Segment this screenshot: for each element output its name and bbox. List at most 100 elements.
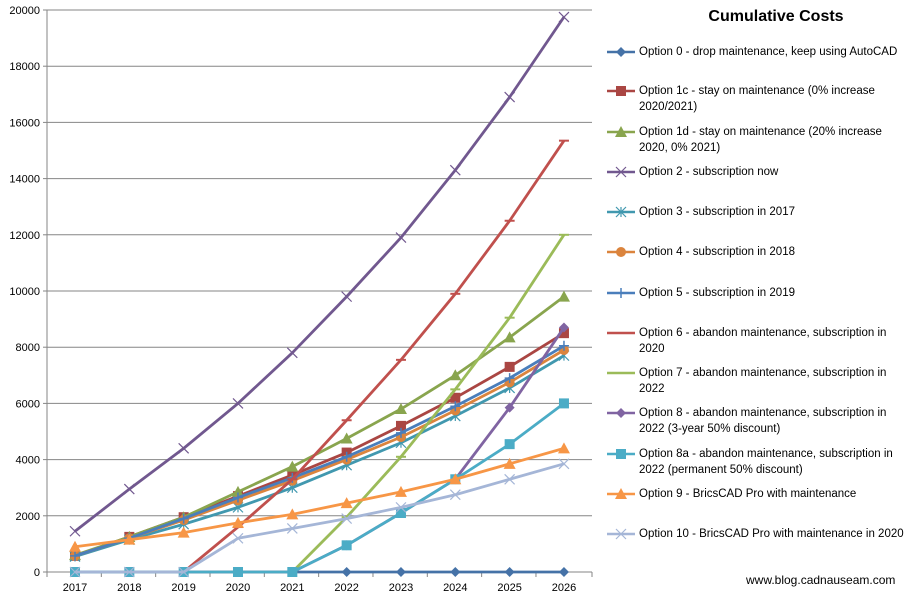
legend-key-marker	[616, 449, 626, 459]
legend-item: Option 1c - stay on maintenance (0% incr…	[605, 84, 915, 115]
series-12	[69, 458, 570, 578]
data-point	[558, 322, 569, 333]
legend-key-marker	[615, 488, 627, 499]
data-point	[504, 567, 515, 577]
chart-plot: 0 2000 4000 6000 8000 10000 12000 14000 16000 180…	[9, 5, 593, 594]
data-point	[232, 492, 243, 503]
legend-key	[607, 528, 635, 540]
legend-key	[607, 331, 635, 335]
legend-label: Option 1c - stay on maintenance (0% incr…	[639, 85, 875, 113]
x-tick-label: 2025	[497, 582, 521, 594]
legend-key	[607, 449, 635, 459]
legend-key	[607, 247, 635, 257]
data-point	[69, 525, 81, 537]
y-tick-label: 8000	[16, 342, 40, 354]
data-point	[286, 347, 298, 359]
series-line	[75, 139, 566, 574]
legend-key-marker	[615, 126, 627, 137]
legend-key	[607, 488, 635, 499]
data-point	[341, 513, 353, 525]
legend-key	[607, 126, 635, 137]
legend-item: Option 10 - BricsCAD Pro with maintenanc…	[605, 527, 915, 542]
y-tick-label: 4000	[16, 455, 40, 467]
data-point	[450, 392, 461, 403]
data-point	[503, 457, 516, 469]
legend-key	[607, 206, 635, 218]
data-point	[70, 550, 80, 561]
legend-key-marker	[616, 288, 626, 298]
legend-label: Option 9 - BricsCAD Pro with maintenance	[639, 488, 857, 500]
legend-item: Option 0 - drop maintenance, keep using …	[605, 45, 915, 60]
data-point	[231, 485, 244, 497]
data-point	[395, 232, 407, 244]
x-tick-label: 2023	[389, 582, 413, 594]
x-tick-label: 2018	[117, 582, 141, 594]
legend-item: Option 4 - subscription in 2018	[605, 245, 915, 260]
legend-item: Option 6 - abandon maintenance, subscrip…	[605, 326, 915, 357]
legend-label: Option 8 - abandon maintenance, subscrip…	[639, 407, 887, 435]
data-point	[503, 331, 516, 343]
legend-item: Option 8 - abandon maintenance, subscrip…	[605, 406, 915, 437]
legend-item: Option 5 - subscription in 2019	[605, 286, 915, 301]
data-point	[232, 567, 243, 577]
data-point	[557, 290, 570, 302]
legend-key-marker	[615, 528, 627, 540]
data-point	[449, 164, 461, 176]
legend-item: Option 9 - BricsCAD Pro with maintenance	[605, 487, 915, 502]
chart-title: Cumulative Costs	[708, 8, 844, 25]
y-tick-label: 20000	[9, 5, 40, 17]
data-point	[557, 442, 570, 454]
legend-key-marker	[615, 166, 627, 178]
y-tick-label: 14000	[9, 174, 40, 186]
series-3	[69, 11, 570, 537]
legend-label: Option 2 - subscription now	[639, 166, 779, 178]
data-point	[286, 460, 299, 472]
data-point	[395, 420, 406, 431]
legend-key	[607, 408, 635, 418]
legend-label: Option 1d - stay on maintenance (20% inc…	[639, 126, 882, 154]
data-point	[449, 369, 462, 381]
legend-label: Option 10 - BricsCAD Pro with maintenanc…	[639, 528, 904, 540]
data-point	[340, 497, 353, 509]
data-point	[341, 540, 352, 551]
series-line	[74, 16, 566, 533]
legend-label: Option 4 - subscription in 2018	[639, 246, 795, 258]
data-point	[394, 403, 407, 415]
series-line	[74, 295, 565, 557]
data-point	[558, 328, 569, 339]
series-line	[74, 447, 565, 549]
data-point	[286, 508, 299, 520]
x-tick-label: 2026	[552, 582, 576, 594]
y-tick-label: 2000	[16, 511, 40, 523]
data-point	[177, 526, 190, 538]
series-line	[75, 402, 565, 574]
data-point	[287, 567, 298, 577]
data-point	[450, 401, 461, 412]
data-point	[558, 340, 569, 351]
data-point	[341, 291, 353, 303]
data-point	[558, 11, 570, 23]
legend-item: Option 2 - subscription now	[605, 165, 915, 180]
x-tick-label: 2024	[443, 582, 467, 594]
legend-label: Option 0 - drop maintenance, keep using …	[639, 46, 898, 58]
legend-key-marker	[615, 206, 627, 218]
series-line	[74, 354, 565, 558]
credit-text: www.blog.cadnauseam.com	[746, 573, 896, 587]
data-point	[340, 432, 353, 444]
legend-key	[607, 86, 635, 96]
legend-item: Option 8a - abandon maintenance, subscri…	[605, 447, 915, 478]
y-tick-label: 10000	[9, 286, 40, 298]
data-point	[231, 516, 244, 528]
data-point	[341, 567, 352, 577]
legend-key	[607, 288, 635, 298]
legend-item: Option 1d - stay on maintenance (20% inc…	[605, 125, 915, 156]
data-point	[123, 566, 135, 578]
x-tick-label: 2017	[63, 582, 87, 594]
x-tick-label: 2021	[280, 582, 304, 594]
data-point	[395, 427, 406, 438]
data-point	[558, 398, 569, 409]
data-point	[178, 513, 189, 524]
data-point	[395, 501, 407, 513]
data-point	[504, 402, 515, 413]
data-point	[449, 473, 462, 485]
